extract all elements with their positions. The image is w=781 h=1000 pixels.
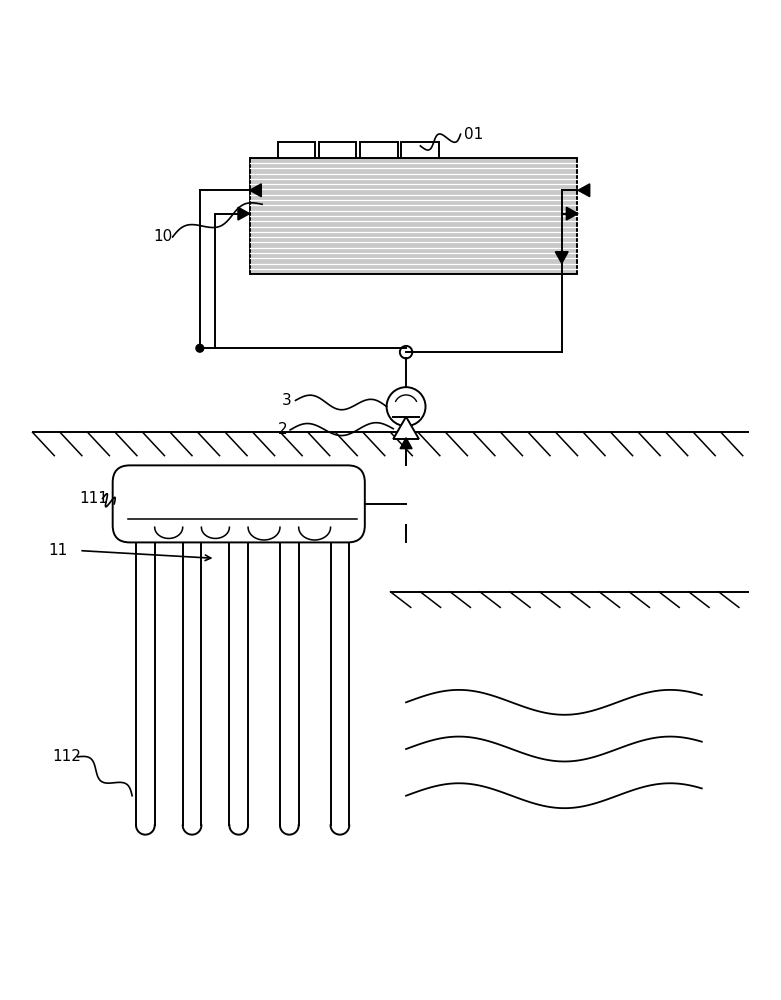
Text: 10: 10 [153, 229, 173, 244]
Polygon shape [400, 438, 412, 449]
FancyBboxPatch shape [112, 465, 365, 542]
Polygon shape [250, 184, 262, 197]
Polygon shape [566, 207, 578, 220]
Bar [401, 142, 439, 158]
Bar [251, 158, 577, 274]
Bar [360, 142, 398, 158]
Text: 3: 3 [281, 393, 291, 408]
Polygon shape [555, 252, 568, 263]
Circle shape [196, 344, 204, 352]
Bar [319, 142, 356, 158]
Text: 11: 11 [48, 543, 67, 558]
Bar [278, 142, 315, 158]
Text: 01: 01 [465, 127, 483, 142]
Polygon shape [578, 184, 590, 197]
Text: 112: 112 [52, 749, 81, 764]
Polygon shape [393, 417, 419, 439]
Text: 2: 2 [278, 422, 287, 437]
Text: 111: 111 [79, 491, 108, 506]
Circle shape [387, 387, 426, 426]
Polygon shape [238, 207, 250, 220]
